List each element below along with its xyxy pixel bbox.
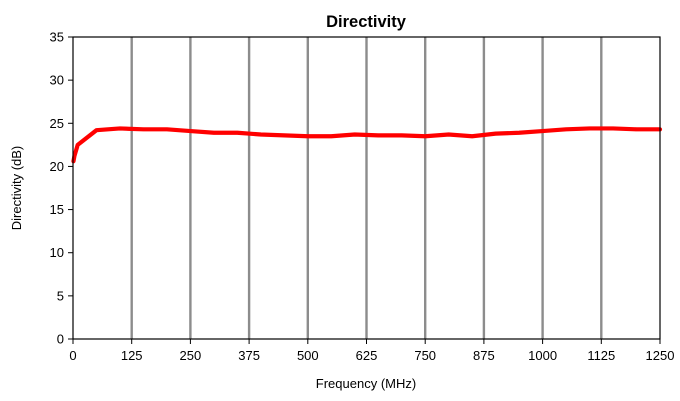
y-tick-label: 20 [50, 159, 64, 174]
chart-title: Directivity [326, 13, 407, 31]
x-tick-label: 0 [69, 348, 76, 363]
x-tick-label: 875 [473, 348, 495, 363]
x-tick-label: 1000 [528, 348, 557, 363]
y-tick-label: 10 [50, 245, 64, 260]
y-tick-label: 15 [50, 202, 64, 217]
x-tick-label: 375 [238, 348, 260, 363]
y-tick-label: 35 [50, 30, 64, 45]
x-tick-label: 750 [414, 348, 436, 363]
y-axis: 0 5 10 15 20 25 30 35 [50, 30, 73, 347]
x-tick-label: 625 [356, 348, 378, 363]
x-axis-label: Frequency (MHz) [316, 376, 416, 391]
y-tick-label: 0 [57, 332, 64, 347]
y-tick-label: 30 [50, 73, 64, 88]
y-tick-label: 25 [50, 116, 64, 131]
x-tick-label: 125 [121, 348, 143, 363]
x-tick-label: 1125 [587, 348, 615, 363]
x-tick-label: 500 [297, 348, 319, 363]
x-tick-label: 250 [180, 348, 202, 363]
x-axis: 0 125 250 375 500 625 750 875 1000 1125 1250 [69, 339, 674, 363]
y-tick-label: 5 [57, 288, 64, 303]
y-axis-label: Directivity (dB) [9, 146, 24, 231]
x-tick-label: 1250 [646, 348, 675, 363]
